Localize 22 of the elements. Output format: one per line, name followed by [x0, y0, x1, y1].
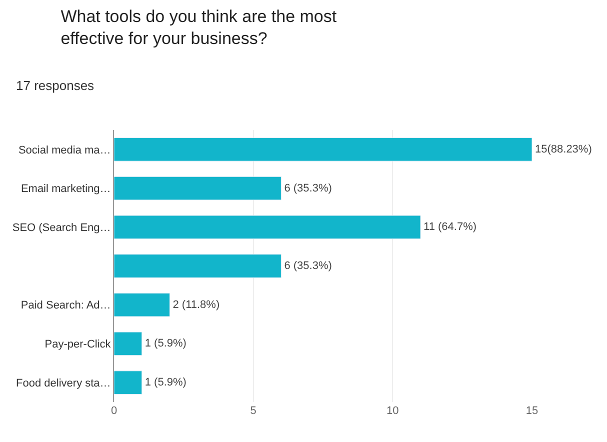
chart-subtitle: 17 responses — [16, 78, 95, 93]
data-label: 1 (5.9%) — [144, 338, 186, 350]
bar — [114, 370, 142, 394]
data-label: 11 (64.7%) — [424, 221, 477, 234]
x-tick-label: 15 — [526, 405, 538, 417]
data-label: 15(88.23%) — [535, 143, 592, 156]
y-tick-label: Social media ma… — [18, 144, 111, 156]
x-tick-label: 10 — [386, 405, 399, 417]
data-label: 6 (35.3%) — [284, 182, 332, 194]
x-tick-label: 0 — [110, 405, 118, 417]
bar — [114, 292, 170, 317]
chart-title: What tools do you think are the most effective for your business? — [60, 7, 337, 48]
y-tick-label: Paid Search: Ad… — [20, 300, 111, 312]
x-tick-label: 5 — [250, 405, 256, 417]
data-label: 2 (11.8%) — [172, 298, 220, 311]
y-tick-label: Pay-per-Click — [44, 338, 112, 351]
data-label: 6 (35.3%) — [284, 260, 332, 272]
y-tick-label: Food delivery sta… — [16, 377, 111, 390]
bar — [114, 332, 142, 356]
y-tick-label: SEO (Search Eng… — [12, 222, 111, 234]
y-tick-label: Email marketing… — [20, 183, 111, 196]
data-label: 1 (5.9%) — [144, 376, 186, 389]
